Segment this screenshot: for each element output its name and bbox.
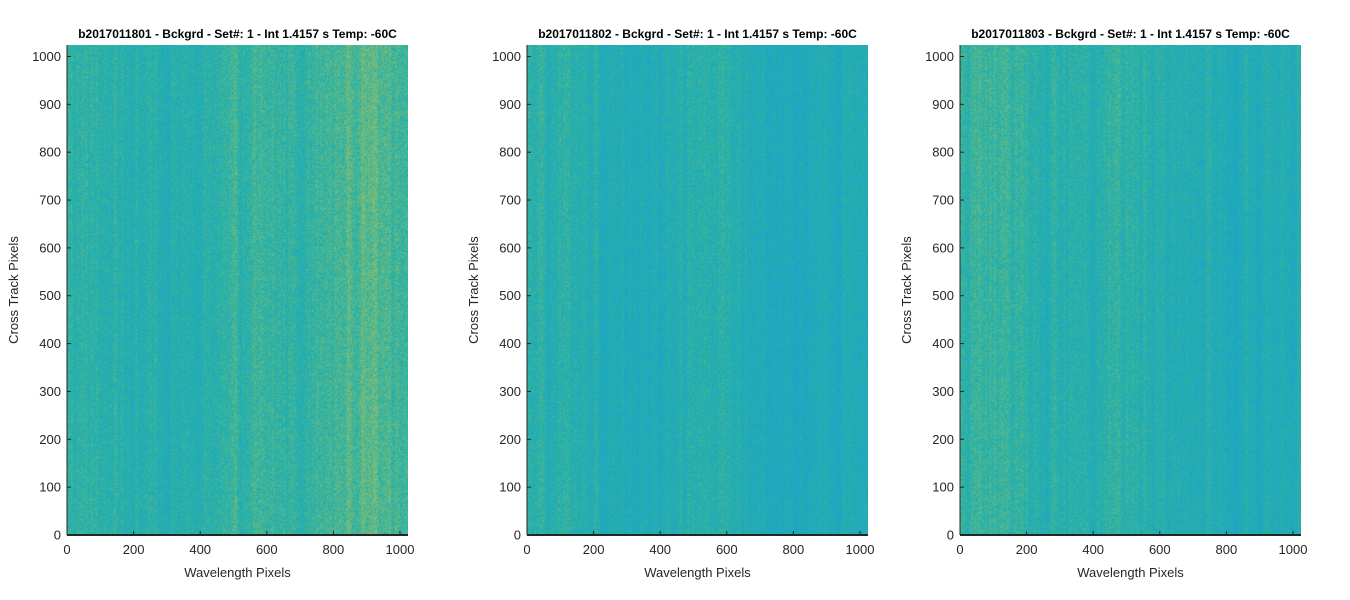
y-tick-label: 0 [514, 528, 521, 543]
y-tick-label: 300 [499, 384, 521, 399]
heatmap-panel-1: 0 200 400 600 800 1000 0 100 200 300 400 500 600 700 8… [6, 27, 414, 580]
x-tick-label: 600 [716, 542, 738, 557]
chart-title: b2017011801 - Bckgrd - Set#: 1 - Int 1.4… [78, 27, 397, 41]
x-axis-label: Wavelength Pixels [184, 565, 291, 580]
y-tick-label: 900 [499, 97, 521, 112]
chart-title: b2017011802 - Bckgrd - Set#: 1 - Int 1.4… [538, 27, 857, 41]
y-tick-label: 700 [499, 193, 521, 208]
x-tick-label: 400 [189, 542, 211, 557]
heatmap-panel-2: 0 200 400 600 800 1000 0 100 200 300 400 500 600 700 8… [466, 27, 874, 580]
chart-title: b2017011803 - Bckgrd - Set#: 1 - Int 1.4… [971, 27, 1290, 41]
x-axis-label: Wavelength Pixels [644, 565, 751, 580]
y-tick-label: 800 [499, 145, 521, 160]
y-tick-label: 700 [932, 193, 954, 208]
x-tick-label: 400 [1082, 542, 1104, 557]
x-tick-label: 800 [1216, 542, 1238, 557]
y-tick-label: 800 [932, 145, 954, 160]
y-tick-label: 200 [932, 432, 954, 447]
y-tick-label: 1000 [32, 49, 61, 64]
y-tick-label: 1000 [492, 49, 521, 64]
x-tick-label: 400 [649, 542, 671, 557]
y-axis-label: Cross Track Pixels [466, 236, 481, 344]
x-tick-label: 0 [63, 542, 70, 557]
y-tick-label: 700 [39, 193, 61, 208]
y-tick-label: 500 [39, 288, 61, 303]
y-tick-label: 600 [39, 240, 61, 255]
y-axis-label: Cross Track Pixels [6, 236, 21, 344]
heatmap-image [527, 45, 868, 535]
y-tick-label: 0 [54, 528, 61, 543]
x-tick-label: 0 [956, 542, 963, 557]
y-tick-label: 900 [39, 97, 61, 112]
x-tick-label: 600 [256, 542, 278, 557]
y-tick-label: 200 [499, 432, 521, 447]
x-axis-label: Wavelength Pixels [1077, 565, 1184, 580]
y-tick-label: 600 [932, 240, 954, 255]
heatmap-image [67, 45, 408, 535]
heatmap-panel-3: 0 200 400 600 800 1000 0 100 200 300 400 500 600 700 8… [899, 27, 1307, 580]
x-tick-label: 1000 [386, 542, 415, 557]
y-tick-label: 1000 [925, 49, 954, 64]
x-tick-label: 0 [523, 542, 530, 557]
y-tick-label: 800 [39, 145, 61, 160]
y-tick-label: 400 [932, 336, 954, 351]
x-tick-label: 200 [1016, 542, 1038, 557]
x-tick-label: 200 [583, 542, 605, 557]
heatmap-image [960, 45, 1301, 535]
y-tick-label: 500 [932, 288, 954, 303]
y-tick-label: 500 [499, 288, 521, 303]
y-tick-label: 200 [39, 432, 61, 447]
y-tick-label: 100 [499, 480, 521, 495]
y-axis-label: Cross Track Pixels [899, 236, 914, 344]
y-tick-label: 300 [932, 384, 954, 399]
y-tick-label: 600 [499, 240, 521, 255]
y-tick-label: 0 [947, 528, 954, 543]
x-tick-label: 800 [783, 542, 805, 557]
y-tick-label: 300 [39, 384, 61, 399]
x-tick-label: 1000 [1279, 542, 1308, 557]
x-tick-label: 600 [1149, 542, 1171, 557]
y-tick-label: 400 [499, 336, 521, 351]
x-tick-label: 800 [323, 542, 345, 557]
y-tick-label: 400 [39, 336, 61, 351]
y-tick-label: 100 [39, 480, 61, 495]
y-tick-label: 900 [932, 97, 954, 112]
x-tick-label: 1000 [846, 542, 875, 557]
y-tick-label: 100 [932, 480, 954, 495]
x-tick-label: 200 [123, 542, 145, 557]
